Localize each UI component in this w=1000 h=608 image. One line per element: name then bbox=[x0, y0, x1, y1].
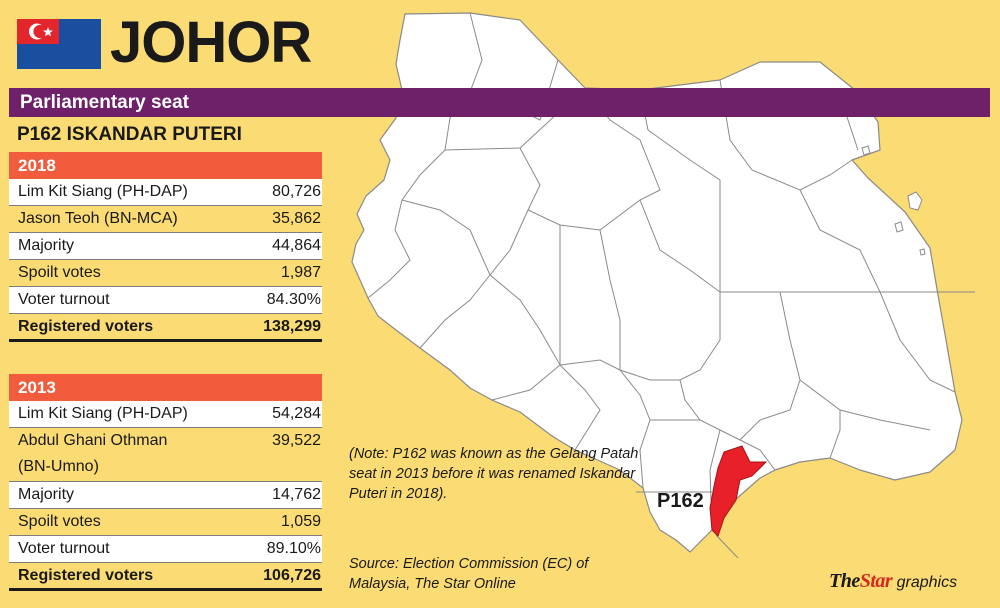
majority-label: Majority bbox=[18, 486, 75, 503]
candidate-name-block: Abdul Ghani Othman (BN-Umno) bbox=[18, 428, 167, 480]
map-district-lines bbox=[367, 12, 975, 531]
section-band-label: Parliamentary seat bbox=[20, 92, 189, 113]
island-1 bbox=[907, 191, 923, 211]
registered-label: Registered voters bbox=[18, 318, 154, 335]
year-header-2018: 2018 bbox=[9, 152, 322, 179]
island-4 bbox=[919, 248, 926, 256]
credit-suffix: graphics bbox=[892, 574, 958, 591]
registered-label: Registered voters bbox=[18, 567, 154, 584]
candidate-name: Abdul Ghani Othman bbox=[18, 432, 168, 449]
candidate-party: (BN-Umno) bbox=[18, 458, 99, 475]
candidate-name: Jason Teoh (BN-MCA) bbox=[18, 210, 178, 227]
turnout-label: Voter turnout bbox=[18, 291, 110, 308]
candidate-row: Lim Kit Siang (PH-DAP) 80,726 bbox=[9, 179, 322, 206]
island-2 bbox=[894, 221, 904, 233]
results-panel-2013: 2013 Lim Kit Siang (PH-DAP) 54,284 Abdul… bbox=[9, 374, 322, 591]
turnout-label: Voter turnout bbox=[18, 540, 110, 557]
brand-the: The bbox=[829, 570, 860, 592]
candidate-votes: 39,522 bbox=[272, 432, 321, 449]
brand-logo: TheStar bbox=[829, 570, 893, 592]
spoilt-value: 1,987 bbox=[280, 264, 321, 281]
majority-value: 44,864 bbox=[272, 237, 321, 254]
spoilt-label: Spoilt votes bbox=[18, 513, 101, 530]
island-3 bbox=[861, 145, 871, 156]
registered-row: Registered voters 106,726 bbox=[9, 563, 322, 591]
candidate-row: Lim Kit Siang (PH-DAP) 54,284 bbox=[9, 401, 322, 428]
section-band bbox=[9, 88, 990, 117]
majority-value: 14,762 bbox=[272, 486, 321, 503]
registered-value: 106,726 bbox=[263, 567, 321, 584]
majority-label: Majority bbox=[18, 237, 75, 254]
source-text: Source: Election Commission (EC) of Mala… bbox=[349, 556, 589, 592]
brand-star: Star bbox=[859, 570, 893, 592]
results-panel-2018: 2018 Lim Kit Siang (PH-DAP) 80,726 Jason… bbox=[9, 152, 322, 342]
p162-highlight bbox=[709, 445, 768, 537]
p162-map-label: P162 bbox=[657, 490, 704, 512]
candidate-row: Abdul Ghani Othman (BN-Umno) 39,522 bbox=[9, 428, 322, 482]
turnout-value: 84.30% bbox=[266, 291, 321, 308]
spoilt-row: Spoilt votes 1,987 bbox=[9, 260, 322, 287]
seat-name: P162 ISKANDAR PUTERI bbox=[17, 124, 242, 145]
spoilt-value: 1,059 bbox=[280, 513, 321, 530]
registered-row: Registered voters 138,299 bbox=[9, 314, 322, 342]
map-islands bbox=[861, 145, 926, 256]
registered-value: 138,299 bbox=[263, 318, 321, 335]
johor-flag bbox=[17, 19, 101, 69]
year-header-2013: 2013 bbox=[9, 374, 322, 401]
majority-row: Majority 14,762 bbox=[9, 482, 322, 509]
candidate-votes: 54,284 bbox=[272, 405, 321, 422]
candidate-name: Lim Kit Siang (PH-DAP) bbox=[18, 183, 188, 200]
turnout-row: Voter turnout 89.10% bbox=[9, 536, 322, 563]
candidate-name: Lim Kit Siang (PH-DAP) bbox=[18, 405, 188, 422]
note-text: (Note: P162 was known as the Gelang Pata… bbox=[349, 446, 639, 502]
candidate-row: Jason Teoh (BN-MCA) 35,862 bbox=[9, 206, 322, 233]
credit: TheStar graphics bbox=[829, 570, 957, 593]
turnout-value: 89.10% bbox=[266, 540, 321, 557]
turnout-row: Voter turnout 84.30% bbox=[9, 287, 322, 314]
majority-row: Majority 44,864 bbox=[9, 233, 322, 260]
state-title: JOHOR bbox=[110, 10, 312, 75]
candidate-votes: 80,726 bbox=[272, 183, 321, 200]
spoilt-label: Spoilt votes bbox=[18, 264, 101, 281]
spoilt-row: Spoilt votes 1,059 bbox=[9, 509, 322, 536]
candidate-votes: 35,862 bbox=[272, 210, 321, 227]
